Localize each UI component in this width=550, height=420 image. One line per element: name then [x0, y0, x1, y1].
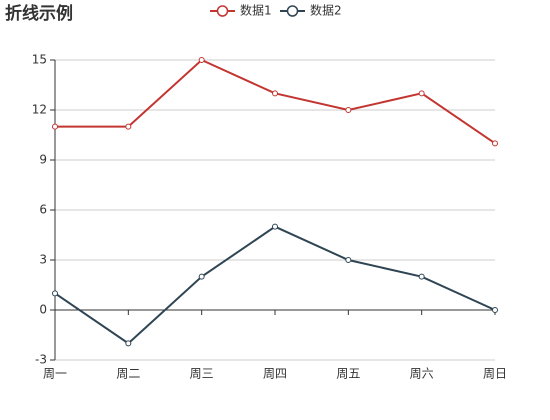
legend-label: 数据1: [240, 3, 272, 18]
series-line: [54, 225, 496, 345]
x-tick-label: 周二: [116, 367, 140, 381]
data-point: [52, 290, 58, 297]
data-point: [345, 257, 352, 263]
x-tick-label: 周四: [263, 367, 287, 381]
data-point: [492, 307, 498, 313]
data-point: [418, 273, 425, 280]
data-point: [418, 90, 425, 97]
data-point: [492, 140, 498, 147]
series-line: [55, 58, 496, 145]
chart-title: 折线示例: [5, 3, 73, 24]
data-point: [198, 57, 205, 63]
data-point: [52, 123, 58, 130]
x-tick-label: 周日: [483, 367, 507, 381]
y-tick-label: 12: [32, 103, 47, 117]
data-point: [125, 123, 132, 130]
y-tick-label: 6: [39, 203, 47, 217]
x-tick-label: 周一: [43, 367, 67, 381]
y-tick-label: -3: [35, 353, 47, 367]
y-tick-label: 3: [39, 253, 47, 267]
data-point: [272, 223, 278, 230]
x-tick-label: 周六: [410, 367, 434, 381]
y-tick-label: 15: [32, 53, 47, 67]
y-tick-label: 9: [39, 153, 47, 167]
legend-marker: [286, 5, 299, 17]
y-tick-label: 0: [39, 303, 47, 317]
x-tick-label: 周三: [190, 367, 214, 381]
x-tick-label: 周五: [336, 367, 360, 381]
legend-marker: [216, 5, 229, 17]
data-point: [125, 340, 132, 347]
data-point: [198, 273, 205, 280]
data-point: [272, 90, 278, 97]
data-point: [345, 107, 352, 113]
legend-label: 数据2: [310, 3, 342, 18]
